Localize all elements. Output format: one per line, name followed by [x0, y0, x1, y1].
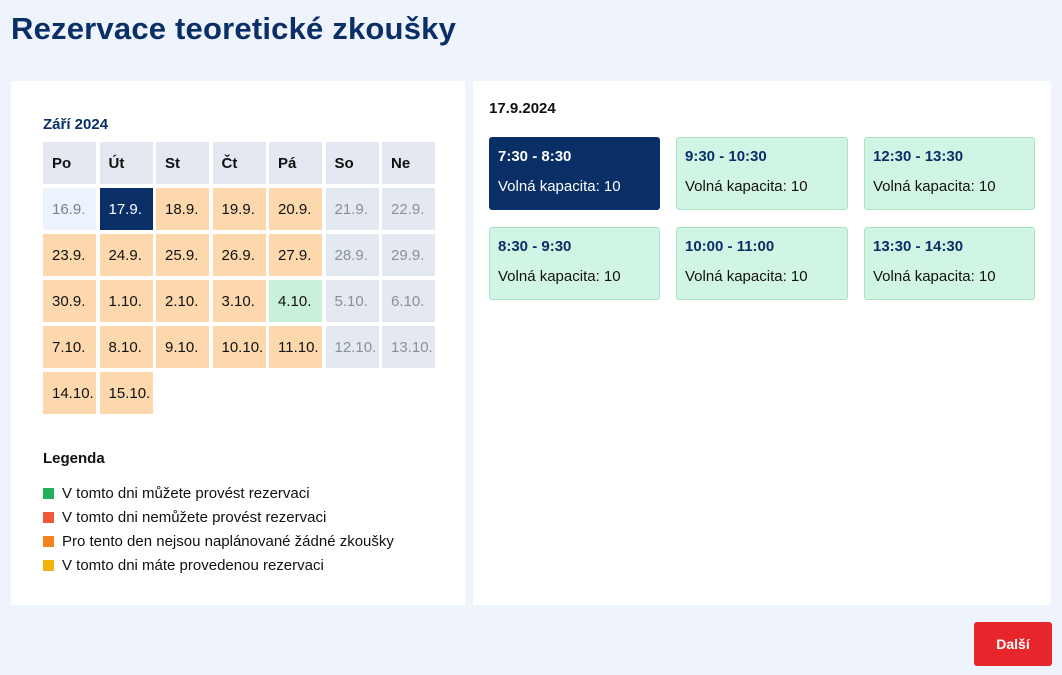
time-slot[interactable]: 9:30 - 10:30 Volná kapacita: 10: [676, 137, 848, 210]
time-slot[interactable]: 8:30 - 9:30 Volná kapacita: 10: [489, 227, 660, 300]
calendar-day: 6.10.: [382, 280, 435, 322]
legend-label: V tomto dni můžete provést rezervaci: [62, 484, 310, 502]
weekday-header: Po: [43, 142, 96, 184]
weekday-header: Pá: [269, 142, 322, 184]
calendar-day[interactable]: 26.9.: [212, 234, 266, 276]
calendar-day: 12.10.: [325, 326, 379, 368]
legend-swatch: [43, 487, 54, 499]
legend-list: V tomto dni můžete provést rezervaci V to…: [43, 481, 394, 577]
selected-date-heading: 17.9.2024: [489, 100, 556, 117]
time-slot[interactable]: 10:00 - 11:00 Volná kapacita: 10: [676, 227, 848, 300]
weekday-header: St: [156, 142, 209, 184]
calendar-day[interactable]: 27.9.: [269, 234, 322, 276]
calendar-day: 13.10.: [382, 326, 435, 368]
calendar-day[interactable]: 19.9.: [212, 188, 266, 230]
calendar-day: 28.9.: [325, 234, 379, 276]
calendar-day[interactable]: 9.10.: [156, 326, 209, 368]
legend-item: Pro tento den nejsou naplánované žádné z…: [43, 529, 394, 553]
legend-swatch: [43, 559, 54, 571]
calendar-day[interactable]: 30.9.: [43, 280, 96, 322]
legend-label: V tomto dni nemůžete provést rezervaci: [62, 508, 327, 526]
weekday-header: Út: [99, 142, 153, 184]
slot-time: 13:30 - 14:30: [873, 238, 964, 255]
weekday-header: Čt: [212, 142, 266, 184]
calendar-day: 29.9.: [382, 234, 435, 276]
slot-time: 10:00 - 11:00: [685, 238, 775, 255]
calendar-day[interactable]: 4.10.: [269, 280, 322, 322]
calendar-day: 5.10.: [325, 280, 379, 322]
slot-capacity: Volná kapacita: 10: [873, 268, 996, 285]
slot-capacity: Volná kapacita: 10: [685, 178, 808, 195]
slot-time: 9:30 - 10:30: [685, 148, 767, 165]
calendar-day[interactable]: 23.9.: [43, 234, 96, 276]
legend-title: Legenda: [43, 450, 105, 467]
calendar-day[interactable]: 8.10.: [99, 326, 153, 368]
calendar-day: 21.9.: [325, 188, 379, 230]
calendar-day[interactable]: 10.10.: [212, 326, 266, 368]
time-slot-grid: 7:30 - 8:30 Volná kapacita: 10 9:30 - 10:3…: [489, 137, 1035, 300]
legend-item: V tomto dni máte provedenou rezervaci: [43, 553, 394, 577]
month-label: Září 2024: [43, 116, 109, 133]
calendar-day[interactable]: 20.9.: [269, 188, 322, 230]
page-title: Rezervace teoretické zkoušky: [11, 11, 457, 46]
calendar-day[interactable]: 18.9.: [156, 188, 209, 230]
legend-item: V tomto dni nemůžete provést rezervaci: [43, 505, 394, 529]
legend-label: V tomto dni máte provedenou rezervaci: [62, 556, 324, 574]
next-button[interactable]: Další: [974, 622, 1052, 666]
calendar-day[interactable]: 24.9.: [99, 234, 153, 276]
slot-capacity: Volná kapacita: 10: [498, 268, 621, 285]
time-slot[interactable]: 12:30 - 13:30 Volná kapacita: 10: [864, 137, 1035, 210]
slot-time: 8:30 - 9:30: [498, 238, 572, 255]
slot-capacity: Volná kapacita: 10: [873, 178, 996, 195]
calendar-grid: Po Út St Čt Pá So Ne 16.9. 17.9. 18.9. 19.9. 20.9. 2…: [43, 142, 435, 414]
slot-time: 7:30 - 8:30: [498, 148, 572, 165]
calendar-day: 16.9.: [43, 188, 96, 230]
calendar-day[interactable]: 11.10.: [269, 326, 322, 368]
calendar-day[interactable]: 25.9.: [156, 234, 209, 276]
calendar-day[interactable]: 1.10.: [99, 280, 153, 322]
calendar-day[interactable]: 3.10.: [212, 280, 266, 322]
weekday-header: So: [325, 142, 379, 184]
calendar-day[interactable]: 15.10.: [99, 372, 153, 414]
weekday-header: Ne: [382, 142, 435, 184]
slot-capacity: Volná kapacita: 10: [685, 268, 808, 285]
legend-swatch: [43, 511, 54, 523]
legend-swatch: [43, 535, 54, 547]
legend-item: V tomto dni můžete provést rezervaci: [43, 481, 394, 505]
calendar-day[interactable]: 14.10.: [43, 372, 96, 414]
calendar-day[interactable]: 2.10.: [156, 280, 209, 322]
slot-capacity: Volná kapacita: 10: [498, 178, 621, 195]
calendar-panel: Září 2024 Po Út St Čt Pá So Ne 16.9. 17.9. 18.9. 1…: [11, 81, 465, 605]
slots-panel: 17.9.2024 7:30 - 8:30 Volná kapacita: 10 9…: [473, 81, 1051, 605]
time-slot[interactable]: 7:30 - 8:30 Volná kapacita: 10: [489, 137, 660, 210]
calendar-day[interactable]: 7.10.: [43, 326, 96, 368]
time-slot[interactable]: 13:30 - 14:30 Volná kapacita: 10: [864, 227, 1035, 300]
calendar-day: 22.9.: [382, 188, 435, 230]
calendar-day[interactable]: 17.9.: [99, 188, 153, 230]
legend-label: Pro tento den nejsou naplánované žádné z…: [62, 532, 394, 550]
slot-time: 12:30 - 13:30: [873, 148, 964, 165]
